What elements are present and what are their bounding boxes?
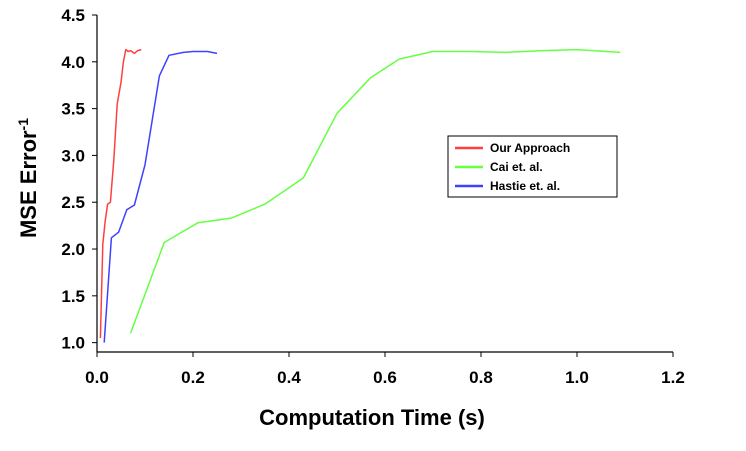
x-tick-label: 0.2 (181, 368, 205, 387)
legend-label-2: Cai et. al. (490, 160, 543, 174)
y-axis-title: MSE Error-1 (15, 118, 41, 238)
series-line-2 (129, 48, 621, 334)
x-axis-title: Computation Time (s) (259, 405, 485, 430)
x-axis-ticks: 0.0 0.2 0.4 0.6 0.8 1.0 1.2 (85, 352, 685, 387)
y-tick-label: 4.5 (61, 6, 85, 25)
legend: Our Approach Cai et. al. Hastie et. al. (447, 135, 618, 198)
series-line-3 (103, 50, 218, 343)
legend-label-3: Hastie et. al. (490, 179, 560, 193)
x-tick-label: 0.6 (373, 368, 397, 387)
y-tick-label: 1.5 (61, 287, 85, 306)
y-tick-label: 3.5 (61, 100, 85, 119)
y-axis-title-superscript: -1 (15, 118, 31, 131)
x-tick-label: 0.0 (85, 368, 109, 387)
y-tick-label: 3.0 (61, 146, 85, 165)
series-lines (99, 48, 621, 343)
y-tick-label: 2.5 (61, 193, 85, 212)
y-tick-label: 4.0 (61, 53, 85, 72)
y-axis-ticks: 1.0 1.5 2.0 2.5 3.0 3.5 4.0 4.5 (61, 6, 97, 353)
x-tick-label: 0.4 (277, 368, 301, 387)
x-tick-label: 0.8 (469, 368, 493, 387)
y-axis-title-main: MSE Error (16, 130, 41, 238)
x-tick-label: 1.0 (565, 368, 589, 387)
series-line-1 (99, 48, 142, 339)
legend-label-1: Our Approach (490, 141, 570, 155)
x-tick-label: 1.2 (661, 368, 685, 387)
y-tick-label: 2.0 (61, 240, 85, 259)
y-tick-label: 1.0 (61, 334, 85, 353)
